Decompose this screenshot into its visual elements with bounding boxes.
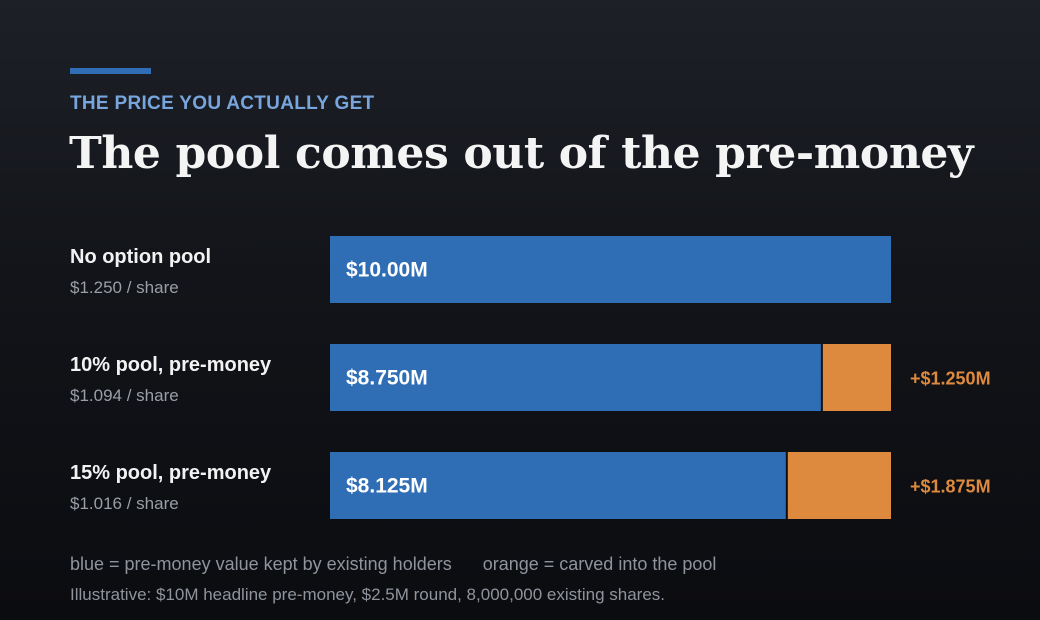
bar-pool-value: +$1.875M xyxy=(910,477,991,497)
bar-kept-value: $8.750M xyxy=(346,367,428,390)
row-sublabel: $1.250 / share xyxy=(70,278,179,297)
bar-pool xyxy=(822,344,891,411)
legend-pool: orange = carved into the pool xyxy=(482,554,717,574)
legend-kept: blue = pre-money value kept by existing … xyxy=(70,554,452,574)
legend: blue = pre-money value kept by existing … xyxy=(70,554,716,575)
row-sublabel: $1.016 / share xyxy=(70,494,179,513)
row-label: 15% pool, pre-money xyxy=(70,462,272,484)
accent-rule xyxy=(70,68,151,74)
chart-title: The pool comes out of the pre-money xyxy=(69,128,974,179)
row-label: No option pool xyxy=(70,246,211,268)
eyebrow-label: THE PRICE YOU ACTUALLY GET xyxy=(70,93,375,114)
bar-kept-value: $10.00M xyxy=(346,259,428,282)
bar-kept xyxy=(330,236,891,303)
footnote: Illustrative: $10M headline pre-money, $… xyxy=(70,585,666,604)
bar-kept xyxy=(330,452,786,519)
bar-pool-value: +$1.250M xyxy=(910,369,991,389)
row-sublabel: $1.094 / share xyxy=(70,386,179,405)
row-label: 10% pool, pre-money xyxy=(70,354,272,376)
bar-kept-value: $8.125M xyxy=(346,475,428,498)
bar-pool xyxy=(787,452,891,519)
bar-kept xyxy=(330,344,821,411)
